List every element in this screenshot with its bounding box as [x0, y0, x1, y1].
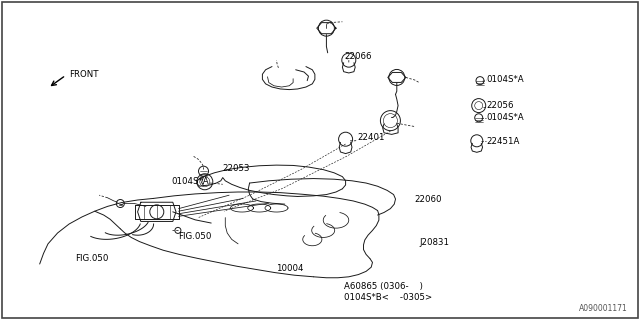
Text: FRONT: FRONT [69, 70, 99, 79]
Text: FIG.050: FIG.050 [76, 254, 109, 263]
Text: 10004: 10004 [276, 264, 304, 273]
Text: 0104S*B<    -0305>: 0104S*B< -0305> [344, 293, 433, 302]
Text: 22053: 22053 [223, 164, 250, 173]
Text: 22060: 22060 [415, 195, 442, 204]
Text: A60865 (0306-    ): A60865 (0306- ) [344, 282, 423, 291]
Text: 22401: 22401 [357, 133, 385, 142]
Text: A090001171: A090001171 [579, 304, 628, 313]
Text: FIG.050: FIG.050 [178, 232, 211, 241]
Text: 22056: 22056 [486, 101, 514, 110]
Text: J20831: J20831 [420, 238, 450, 247]
Text: 22451A: 22451A [486, 137, 520, 146]
Text: 0104S*A: 0104S*A [486, 113, 524, 122]
Text: 0104S*A: 0104S*A [486, 75, 524, 84]
Text: 22066: 22066 [344, 52, 372, 61]
Text: 0104S*A: 0104S*A [172, 177, 209, 186]
